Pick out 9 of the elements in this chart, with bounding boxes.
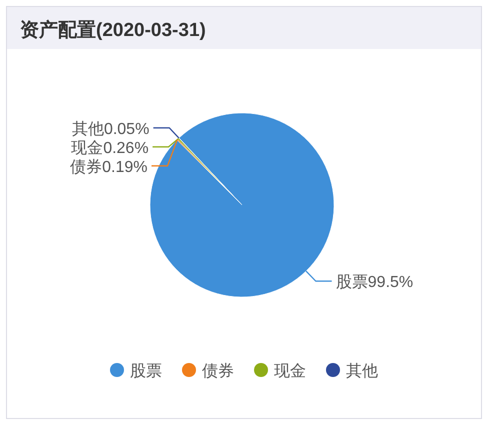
- legend-label: 股票: [130, 363, 162, 380]
- legend-label: 现金: [274, 363, 306, 380]
- data-label: 现金0.26%: [71, 140, 149, 157]
- legend-label: 债券: [202, 362, 234, 380]
- data-label: 其他0.05%: [72, 120, 150, 138]
- data-label: 股票99.5%: [336, 274, 414, 292]
- legend-label: 其他: [346, 362, 378, 380]
- chart-title: 资产配置(2020-03-31): [20, 19, 206, 41]
- data-label: 债券0.19%: [70, 158, 148, 176]
